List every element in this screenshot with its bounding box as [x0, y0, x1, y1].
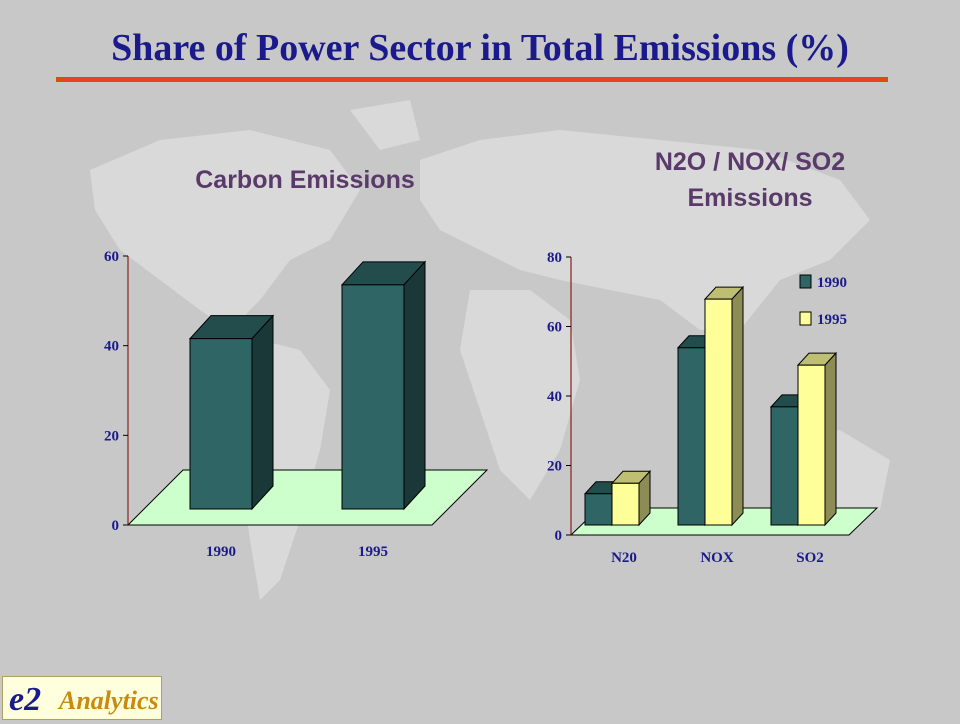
y-tick-label: 60 [547, 320, 562, 336]
x-tick-label: N20 [611, 550, 637, 566]
y-tick-label: 40 [104, 339, 119, 355]
slide-title: Share of Power Sector in Total Emissions… [111, 27, 849, 69]
y-tick-label: 20 [547, 459, 562, 475]
y-tick-label: 60 [104, 249, 119, 265]
y-tick-label: 0 [555, 528, 563, 544]
x-tick-label: 1995 [358, 544, 388, 560]
e2-analytics-logo: e2 Analytics [2, 676, 162, 720]
legend-label-1990: 1990 [817, 275, 847, 291]
title-underline [56, 77, 888, 82]
carbon-bar-1995 [340, 260, 427, 511]
carbon-chart-title: Carbon Emissions [195, 166, 415, 194]
carbon-bar-1990 [188, 314, 275, 511]
legend-swatch-1995 [799, 311, 812, 326]
bar-NOX-1995 [703, 285, 745, 527]
y-tick-label: 0 [112, 518, 120, 534]
legend-label-1995: 1995 [817, 312, 847, 328]
logo-mark: e2 [9, 681, 41, 718]
bar-N20-1995 [610, 470, 652, 527]
y-tick-label: 20 [104, 428, 119, 444]
y-tick-label: 40 [547, 389, 562, 405]
gas-chart-title: N2O / NOX/ SO2 Emissions [654, 148, 846, 212]
y-tick-label: 80 [547, 250, 562, 266]
x-tick-label: SO2 [796, 550, 824, 566]
x-tick-label: NOX [700, 550, 734, 566]
logo-text: Analytics [57, 686, 159, 715]
bar-SO2-1995 [796, 351, 838, 527]
legend-swatch-1990 [799, 274, 812, 289]
x-tick-label: 1990 [206, 544, 236, 560]
